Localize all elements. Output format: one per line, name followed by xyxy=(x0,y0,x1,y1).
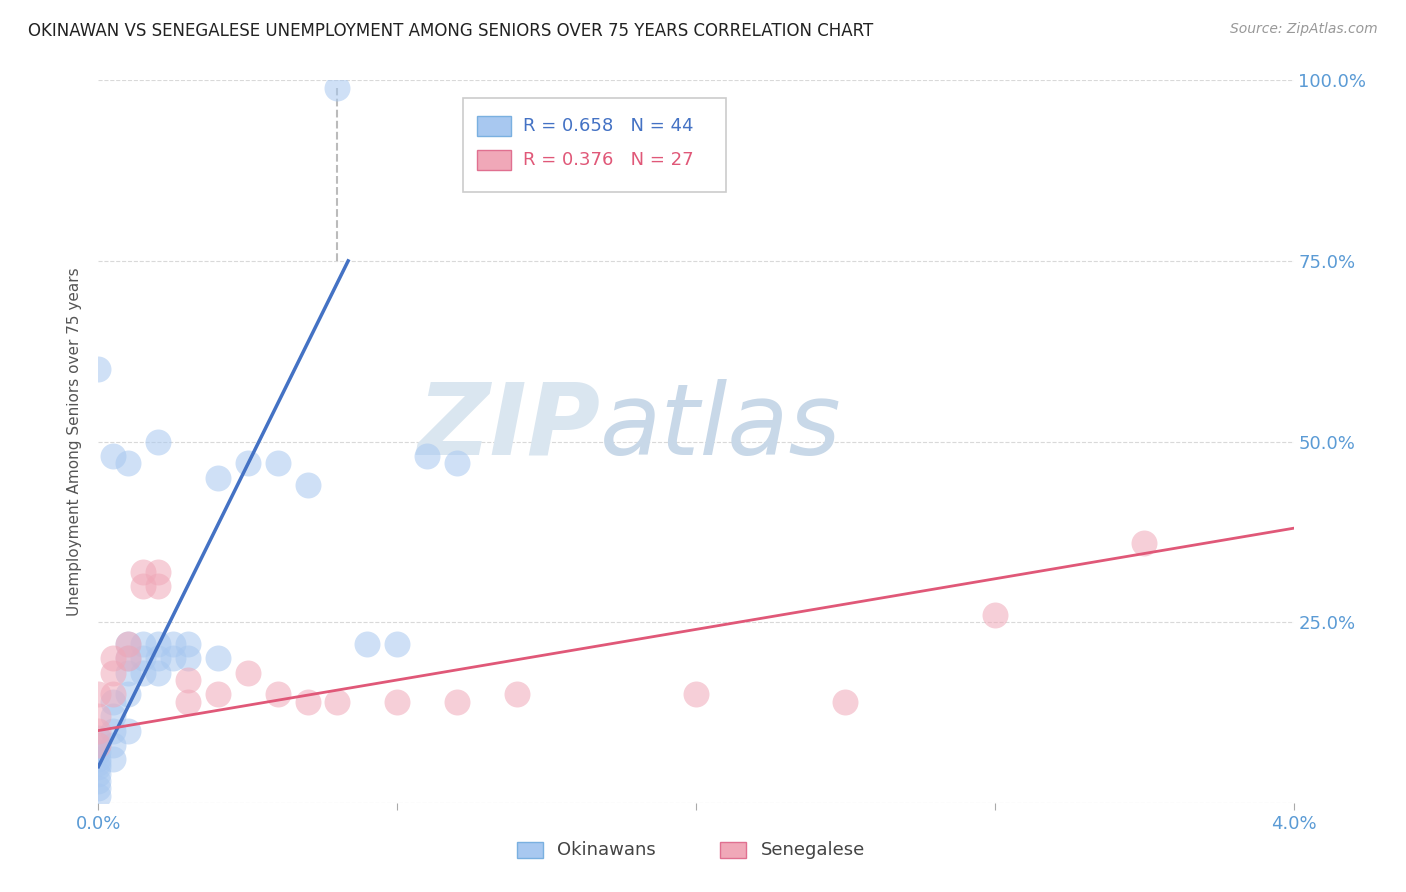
Point xyxy=(1133,535,1156,549)
Point xyxy=(207,470,229,484)
Point xyxy=(103,695,125,709)
Point xyxy=(148,434,170,449)
Point xyxy=(162,637,184,651)
Point xyxy=(87,738,110,752)
Point xyxy=(177,695,200,709)
Point xyxy=(87,756,110,770)
Point xyxy=(103,449,125,463)
Point xyxy=(117,651,139,665)
Point xyxy=(326,695,349,709)
Point xyxy=(103,665,125,680)
Point xyxy=(834,695,856,709)
Text: ZIP: ZIP xyxy=(418,378,600,475)
FancyBboxPatch shape xyxy=(720,842,747,858)
Point xyxy=(103,651,125,665)
Point xyxy=(87,752,110,766)
FancyBboxPatch shape xyxy=(517,842,543,858)
Point xyxy=(148,637,170,651)
Point xyxy=(356,637,378,651)
Point xyxy=(177,637,200,651)
Text: atlas: atlas xyxy=(600,378,842,475)
Point xyxy=(506,687,529,701)
Point xyxy=(87,789,110,803)
Point xyxy=(236,665,259,680)
Point xyxy=(297,695,319,709)
Point xyxy=(132,665,155,680)
Point xyxy=(236,456,259,470)
Point xyxy=(103,752,125,766)
FancyBboxPatch shape xyxy=(463,98,725,193)
Point xyxy=(87,362,110,376)
Point xyxy=(148,579,170,593)
Point xyxy=(132,637,155,651)
Point xyxy=(297,478,319,492)
Point xyxy=(117,456,139,470)
Point xyxy=(177,673,200,687)
Point xyxy=(87,709,110,723)
Text: Okinawans: Okinawans xyxy=(557,841,657,859)
Point xyxy=(207,687,229,701)
Point xyxy=(132,651,155,665)
Point xyxy=(117,651,139,665)
Point xyxy=(87,745,110,759)
Point xyxy=(132,579,155,593)
Point xyxy=(87,731,110,745)
Text: R = 0.376   N = 27: R = 0.376 N = 27 xyxy=(523,151,693,169)
Point xyxy=(117,637,139,651)
Point xyxy=(207,651,229,665)
Point xyxy=(103,709,125,723)
Point xyxy=(446,695,468,709)
Point xyxy=(117,637,139,651)
Point xyxy=(148,651,170,665)
FancyBboxPatch shape xyxy=(477,150,510,169)
FancyBboxPatch shape xyxy=(477,116,510,136)
Point xyxy=(87,767,110,781)
Text: R = 0.658   N = 44: R = 0.658 N = 44 xyxy=(523,117,693,135)
Point xyxy=(103,738,125,752)
Point xyxy=(87,781,110,796)
Point xyxy=(385,637,409,651)
Point xyxy=(103,687,125,701)
Text: Source: ZipAtlas.com: Source: ZipAtlas.com xyxy=(1230,22,1378,37)
Point xyxy=(103,723,125,738)
Point xyxy=(385,695,409,709)
Point xyxy=(87,760,110,774)
Point xyxy=(267,687,290,701)
Point xyxy=(685,687,707,701)
Text: OKINAWAN VS SENEGALESE UNEMPLOYMENT AMONG SENIORS OVER 75 YEARS CORRELATION CHAR: OKINAWAN VS SENEGALESE UNEMPLOYMENT AMON… xyxy=(28,22,873,40)
Point xyxy=(177,651,200,665)
Text: Senegalese: Senegalese xyxy=(761,841,865,859)
Point xyxy=(984,607,1007,622)
Point xyxy=(132,565,155,579)
Point xyxy=(117,687,139,701)
Point xyxy=(117,723,139,738)
Point xyxy=(87,687,110,701)
Point xyxy=(117,665,139,680)
Point xyxy=(162,651,184,665)
Point xyxy=(148,565,170,579)
Point xyxy=(267,456,290,470)
Point xyxy=(326,80,349,95)
Point xyxy=(87,723,110,738)
Y-axis label: Unemployment Among Seniors over 75 years: Unemployment Among Seniors over 75 years xyxy=(67,268,83,615)
Point xyxy=(446,456,468,470)
Point xyxy=(87,774,110,789)
Point xyxy=(148,665,170,680)
Point xyxy=(416,449,439,463)
Point xyxy=(87,738,110,752)
